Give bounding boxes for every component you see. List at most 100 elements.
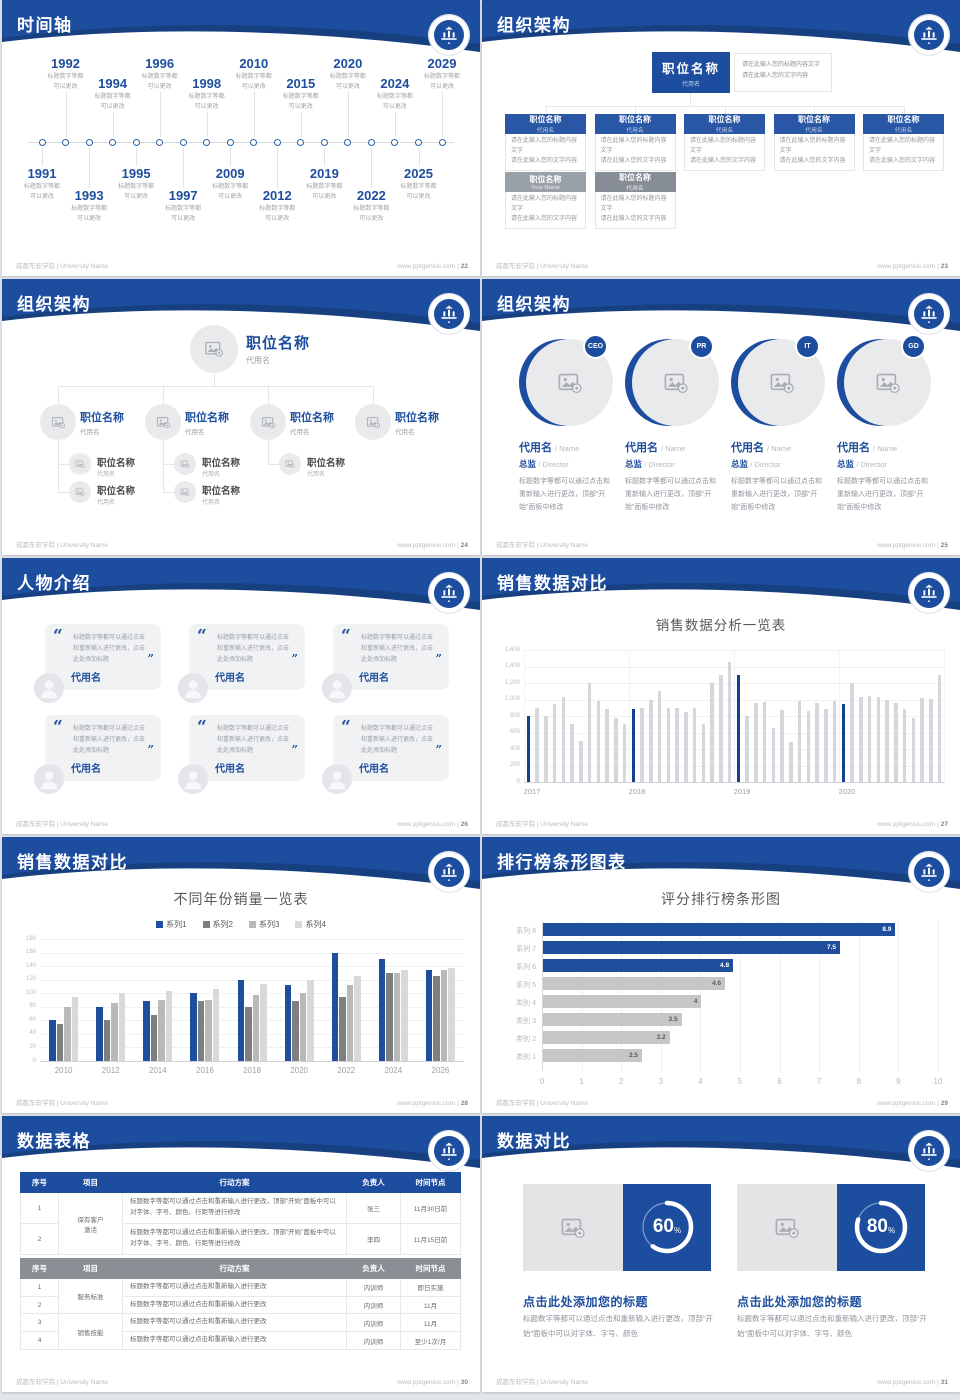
footer-separator: | xyxy=(457,542,459,549)
grid-line xyxy=(40,952,464,954)
person-name: 代用名 xyxy=(359,673,389,684)
timeline-stem xyxy=(442,92,443,137)
bar xyxy=(292,1001,299,1061)
bar xyxy=(71,996,79,1061)
timeline-stem xyxy=(277,148,279,188)
slide-sales-monthly-chart[interactable]: 销售数据对比 销售数据分析一览表 0 200 400 600 800 1,000 1,200 1… xyxy=(482,558,960,834)
member-name-en: / Name xyxy=(767,444,792,453)
member-role-en: / Director xyxy=(856,460,887,469)
slide-content: 职位名称 代用名 请在此输入您的标题内容文字 请在此输入您的文字内容 职位名称 代… xyxy=(482,0,960,276)
x-axis-label: 2012 xyxy=(101,1066,120,1075)
header-wave xyxy=(2,279,480,331)
org-child-title: 职位名称 xyxy=(185,412,229,424)
member-name: 代用名 / Name xyxy=(519,442,580,454)
org-connector xyxy=(163,440,164,492)
image-placeholder-icon xyxy=(180,460,190,468)
org-connector xyxy=(373,386,374,404)
grid-line-vertical xyxy=(898,921,900,1071)
org-extra-box: 职位名称 Your Name 请在此输入您的标题内容文字 请在此输入您的文字内容 xyxy=(505,172,586,229)
percent-sign: % xyxy=(674,1226,682,1235)
slide-people[interactable]: 人物介绍 “ 标题数字等都可以通过点击和重新输入进行更改，点击此处添加标题 ” … xyxy=(2,558,480,834)
org-connector xyxy=(163,492,174,493)
bar: 4.6 xyxy=(543,977,726,990)
timeline-node-icon xyxy=(297,138,305,146)
slide-org-circles[interactable]: 组织架构 CEO 代用名 / Name 总监 / Director 标题数字等都… xyxy=(482,279,960,555)
timeline-stem xyxy=(206,112,208,137)
person-name: 代用名 xyxy=(71,764,101,775)
data-table-2: 序号 项目 行动方案 负责人 时间节点 1 服务标准 标题数字等都可以通过点击和重新输入进… xyxy=(20,1258,461,1350)
slide-sales-yearly-chart[interactable]: 销售数据对比 不同年份销量一览表 系列1 系列2 系列3 系列4 0 20 40 60 80 10… xyxy=(2,837,480,1113)
bar xyxy=(815,702,819,782)
org-child-title: 职位名称 xyxy=(395,412,439,424)
category-label: 系列 8 xyxy=(516,928,536,935)
slide-data-compare[interactable]: 数据对比 60% 点击此处添加您的标题 标题数字等都可以通过点击和重新输入进行更… xyxy=(482,1116,960,1392)
quote-text: 标题数字等都可以通过点击和重新输入进行更改，点击此处添加标题 xyxy=(73,726,146,754)
table-cell: 李四 xyxy=(346,1223,401,1255)
org-connector xyxy=(268,464,279,465)
member-name: 代用名 / Name xyxy=(625,442,686,454)
timeline-event: 2015 标题数字等都 可以更改 xyxy=(263,76,339,112)
org-child-header: 职位名称 代用名 xyxy=(773,114,855,134)
table-header-cell: 负责人 xyxy=(346,1172,401,1193)
slide-data-tables[interactable]: 数据表格 序号 项目 行动方案 负责人 时间节点 1 保有客户激活 标题数字等都可以通过… xyxy=(2,1116,480,1392)
slide-footer: 成都东软学院 | University Name www.pptgenius.co… xyxy=(496,818,948,828)
person-avatar xyxy=(322,764,352,794)
y-axis-label: 20 xyxy=(29,1043,36,1050)
footer-brand: 成都东软学院 | University Name xyxy=(16,263,108,270)
timeline-node-icon xyxy=(62,138,69,146)
table-cell-plan: 标题数字等都可以通过点击和重新输入进行更改 xyxy=(122,1278,347,1297)
timeline-event: 1993 标题数字等都 可以更改 xyxy=(51,188,127,224)
org-sub-title: 职位名称 xyxy=(97,486,136,497)
open-quote-icon: “ xyxy=(53,626,63,646)
org-connector xyxy=(690,93,691,106)
timeline-event: 2022 标题数字等都 可以更改 xyxy=(333,188,409,224)
org-connector xyxy=(268,386,269,404)
bar-value-label: 3.2 xyxy=(656,1034,666,1041)
table-row: 3 销售技能 标题数字等都可以通过点击和重新输入进行更改 内训师 11月 xyxy=(20,1313,461,1350)
table-cell-project: 销售技能 xyxy=(58,1313,123,1350)
slide-timeline[interactable]: 时间轴 1991 标题数字等都 可以更改 1992 标题数字等都 可以更改 1993… xyxy=(2,0,480,276)
bar xyxy=(260,984,267,1061)
timeline-year: 1995 xyxy=(121,166,151,181)
footer-separator: | xyxy=(937,542,939,549)
header-wave xyxy=(482,1116,960,1168)
slide-footer: 成都东软学院 | University Name www.pptgenius.co… xyxy=(16,539,468,549)
footer-brand: 成都东软学院 | University Name xyxy=(16,542,108,549)
member-body: 标题数字等都可以通过点击和重新输入进行更改，顶部“开始”面板中修改 xyxy=(731,478,822,511)
slide-ranking-chart[interactable]: 排行榜条形图表 评分排行榜条形图 0 1 2 3 4 5 6 7 8 9 10 系… xyxy=(482,837,960,1113)
timeline-year: 1991 xyxy=(27,166,57,181)
image-placeholder-icon xyxy=(51,416,65,428)
header-wave xyxy=(2,558,480,610)
person-card: “ 标题数字等都可以通过点击和重新输入进行更改，点击此处添加标题 ” 代用名 xyxy=(45,715,161,781)
bar xyxy=(111,1002,118,1061)
timeline-node-icon xyxy=(415,138,422,146)
x-axis-label: 2024 xyxy=(384,1066,403,1075)
slide-org-tree[interactable]: 组织架构 职位名称 代用名 职位名称 代用名 职位名称 代用名 职位名称 代用名… xyxy=(2,279,480,555)
timeline-node-icon xyxy=(203,138,211,146)
header-wave xyxy=(2,1116,480,1168)
y-axis-label: 100 xyxy=(25,989,36,996)
timeline-year: 2015 xyxy=(286,76,316,91)
slide-title: 数据表格 xyxy=(17,1132,91,1151)
org-sub-photo xyxy=(279,453,301,475)
person-card: “ 标题数字等都可以通过点击和重新输入进行更改，点击此处添加标题 ” 代用名 xyxy=(45,624,161,690)
org-child-alias: 代用名 xyxy=(626,128,644,134)
footer-brand: 成都东软学院 | University Name xyxy=(496,263,588,270)
member-role-en: / Director xyxy=(538,460,569,469)
member-role-en: / Director xyxy=(644,460,675,469)
org-sub: 职位名称 代用名 xyxy=(97,455,135,478)
table-header-cell: 负责人 xyxy=(346,1258,401,1279)
bar xyxy=(640,707,644,783)
member-photo: PR xyxy=(625,334,719,427)
slide-org-boxes[interactable]: 组织架构 职位名称 代用名 请在此输入您的标题内容文字 请在此输入您的文字内容 职… xyxy=(482,0,960,276)
person-card: “ 标题数字等都可以通过点击和重新输入进行更改，点击此处添加标题 ” 代用名 xyxy=(189,715,305,781)
bar xyxy=(150,1014,158,1061)
bar-value-label: 4.8 xyxy=(720,962,730,969)
table-header-cell: 行动方案 xyxy=(122,1258,347,1279)
timeline-year: 2010 xyxy=(239,56,269,71)
image-placeholder-icon xyxy=(770,373,794,393)
grid-line xyxy=(40,993,464,995)
bar-value-label: 4 xyxy=(693,998,698,1005)
x-axis xyxy=(524,782,944,783)
org-child-title: 职位名称 xyxy=(290,412,334,424)
